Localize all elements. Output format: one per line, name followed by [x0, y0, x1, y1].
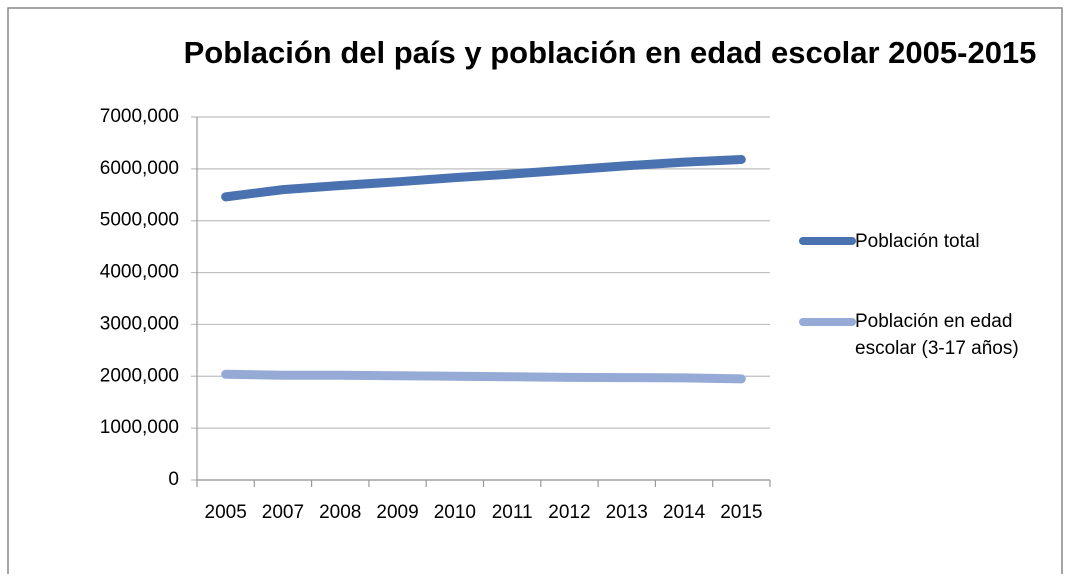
title-box: Población del país y población en edad e… — [183, 35, 1037, 70]
x-tick-label: 2005 — [205, 502, 247, 523]
x-tick-label: 2008 — [319, 502, 361, 523]
x-tick-label: 2015 — [720, 502, 762, 523]
series-line — [221, 369, 746, 384]
chart-title: Población del país y población en edad e… — [183, 35, 1037, 70]
series-line — [221, 155, 746, 202]
y-tick-label: 5000,000 — [100, 210, 179, 231]
y-tick-label: 6000,000 — [100, 158, 179, 179]
x-tick-label: 2007 — [262, 502, 304, 523]
legend-label: Población total — [855, 231, 980, 252]
x-tick-label: 2014 — [663, 502, 706, 523]
y-tick-label: 3000,000 — [100, 313, 179, 334]
x-tick-label: 2012 — [548, 502, 590, 523]
x-tick-label: 2011 — [492, 502, 533, 523]
y-tick-label: 1000,000 — [100, 417, 179, 438]
y-tick-label: 2000,000 — [100, 365, 179, 386]
y-tick-label: 7000,000 — [100, 106, 179, 127]
y-tick-label: 4000,000 — [100, 262, 179, 283]
x-tick-label: 2010 — [434, 502, 476, 523]
x-tick-label: 2013 — [606, 502, 648, 523]
x-tick-label: 2009 — [376, 502, 418, 523]
legend-label-box: Población en edad escolar (3-17 años) — [855, 311, 1019, 359]
chart-frame — [7, 7, 1063, 579]
legend-label: Población en edad escolar (3-17 años) — [855, 311, 1019, 359]
y-tick-label: 0 — [168, 469, 179, 490]
